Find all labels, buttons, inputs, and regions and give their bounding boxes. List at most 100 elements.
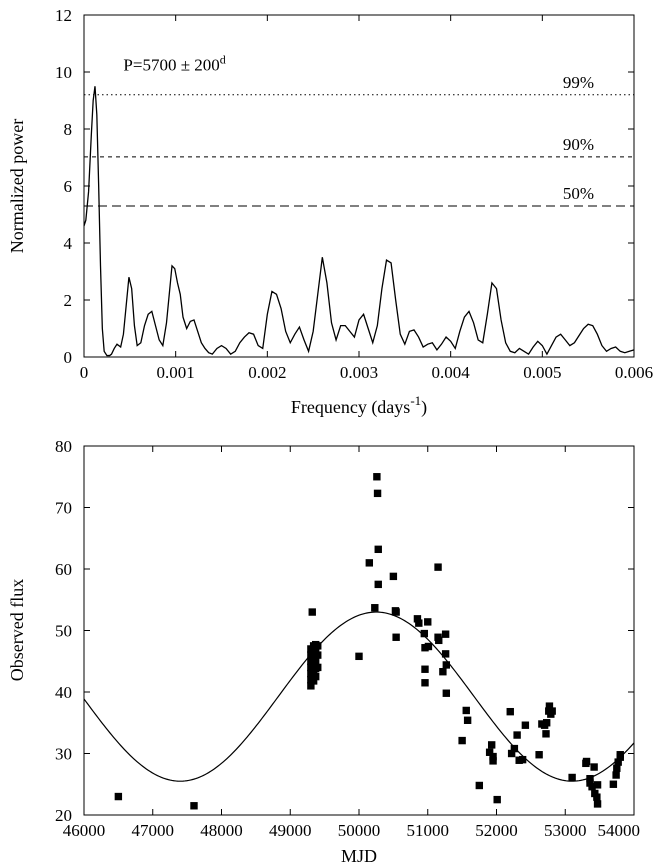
y-axis-label: Observed flux — [7, 579, 27, 681]
data-point — [392, 608, 400, 616]
data-point — [434, 563, 442, 571]
x-axis-label-close: ) — [421, 397, 427, 418]
mjd-tick-label: 54000 — [598, 821, 641, 840]
frequency-tick-label: 0 — [80, 363, 89, 382]
data-point — [568, 773, 576, 782]
frequency-tick-label: 0.006 — [615, 363, 653, 382]
data-point — [535, 751, 543, 759]
plot-frame — [83, 445, 635, 816]
data-point — [613, 764, 621, 772]
mjd-tick-label: 52000 — [475, 821, 518, 840]
x-axis-label: Frequency (days-1) — [291, 393, 427, 418]
significance-levels: 99% 90% 50% — [84, 73, 634, 207]
data-point — [308, 608, 316, 616]
sinusoid-fit — [83, 611, 635, 782]
data-point — [518, 755, 527, 764]
data-point — [307, 682, 315, 690]
power-tick-label: 10 — [55, 63, 72, 82]
power-tick-label: 6 — [64, 177, 73, 196]
data-point — [365, 559, 374, 567]
data-point — [548, 707, 556, 715]
data-point — [389, 572, 398, 581]
data-point — [190, 802, 198, 810]
data-point — [373, 489, 382, 498]
frequency-tick-label: 0.004 — [432, 363, 471, 382]
y-ticks: 20 30 40 50 60 70 80 — [55, 437, 634, 825]
mjd-tick-label: 50000 — [338, 821, 381, 840]
data-point — [421, 665, 429, 673]
data-point — [462, 706, 470, 715]
y-axis-label: Normalized power — [7, 119, 27, 253]
data-point — [374, 580, 382, 589]
power-tick-label: 8 — [64, 120, 73, 139]
data-point — [593, 793, 601, 801]
data-point — [612, 771, 620, 779]
x-ticks: 46000 47000 48000 49000 50000 51000 52000 53000… — [63, 446, 640, 840]
data-point — [413, 615, 422, 623]
data-point — [616, 751, 624, 759]
significance-label: 99% — [563, 73, 594, 92]
data-point — [513, 731, 521, 739]
mjd-tick-label: 48000 — [200, 821, 243, 840]
flux-tick-label: 60 — [55, 560, 72, 579]
flux-tick-label: 70 — [55, 499, 72, 518]
flux-tick-label: 40 — [55, 683, 72, 702]
data-point — [311, 672, 320, 681]
x-axis-label: MJD — [341, 846, 377, 865]
data-point — [314, 663, 322, 672]
power-tick-label: 2 — [64, 291, 73, 310]
data-point — [506, 707, 514, 716]
significance-label: 90% — [563, 135, 594, 154]
periodogram-panel: 99% 90% 50% 0 0.001 0.002 0.003 0.004 0.005 0.00… — [7, 6, 653, 418]
data-point — [582, 757, 591, 766]
frequency-tick-label: 0.002 — [248, 363, 286, 382]
data-point — [458, 736, 466, 745]
data-point — [392, 633, 400, 641]
x-ticks: 0 0.001 0.002 0.003 0.004 0.005 0.006 — [80, 15, 653, 382]
power-tick-label: 12 — [55, 6, 72, 25]
data-point — [314, 651, 322, 659]
mjd-tick-label: 53000 — [544, 821, 587, 840]
data-point — [463, 716, 472, 724]
data-point — [507, 749, 516, 758]
data-point — [485, 748, 494, 756]
data-point — [441, 630, 450, 638]
data-point — [442, 661, 451, 669]
data-point — [373, 473, 381, 481]
period-annotation-unit: d — [220, 53, 226, 67]
power-curve — [83, 86, 635, 357]
flux-tick-label: 80 — [55, 437, 72, 456]
power-tick-label: 4 — [64, 234, 73, 253]
data-point — [588, 783, 596, 791]
data-point — [493, 795, 501, 804]
flux-points — [114, 473, 624, 810]
mjd-tick-label: 47000 — [132, 821, 175, 840]
data-point — [424, 642, 433, 651]
data-point — [355, 652, 363, 661]
data-point — [545, 702, 554, 710]
data-point — [114, 792, 123, 801]
data-point — [586, 775, 594, 783]
data-point — [424, 618, 432, 626]
frequency-tick-label: 0.003 — [340, 363, 378, 382]
data-point — [593, 781, 602, 789]
frequency-tick-label: 0.005 — [523, 363, 561, 382]
frequency-tick-label: 0.001 — [157, 363, 195, 382]
data-point — [442, 689, 451, 697]
data-point — [542, 730, 550, 738]
data-point — [510, 744, 519, 753]
data-point — [314, 642, 322, 650]
mjd-tick-label: 49000 — [269, 821, 312, 840]
data-point — [590, 763, 598, 771]
data-point — [374, 545, 382, 554]
light-curve-panel: 46000 47000 48000 49000 50000 51000 52000 53000… — [7, 437, 640, 865]
power-tick-label: 0 — [64, 348, 73, 367]
data-point — [420, 629, 429, 638]
data-point — [421, 679, 429, 687]
data-point — [593, 800, 602, 808]
data-point — [489, 757, 497, 765]
data-point — [415, 619, 423, 627]
y-ticks: 0 2 4 6 8 10 12 — [55, 6, 634, 367]
period-annotation: P=5700 ± 200d — [123, 53, 225, 75]
